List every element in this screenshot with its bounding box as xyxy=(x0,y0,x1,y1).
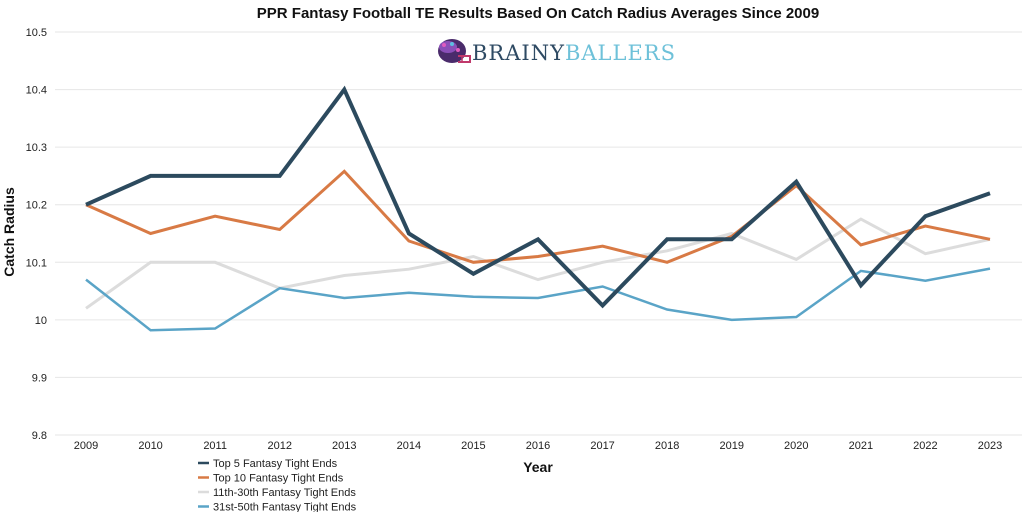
x-axis-label: Year xyxy=(523,459,553,475)
x-tick-label: 2015 xyxy=(461,440,485,452)
grid-lines xyxy=(55,31,1022,436)
y-tick-label: 10.3 xyxy=(26,142,47,154)
x-tick-label: 2022 xyxy=(913,440,937,452)
x-tick-label: 2016 xyxy=(526,440,550,452)
y-tick-label: 10.4 xyxy=(26,85,47,97)
x-tick-label: 2009 xyxy=(74,440,98,452)
y-tick-label: 10.2 xyxy=(26,200,47,212)
x-tick-label: 2017 xyxy=(590,440,614,452)
chart-title: PPR Fantasy Football TE Results Based On… xyxy=(257,5,819,22)
legend: Top 5 Fantasy Tight Ends Top 10 Fantasy T… xyxy=(198,458,357,512)
series-line-2 xyxy=(85,169,991,264)
x-tick-label: 2012 xyxy=(267,440,291,452)
svg-text:BRAINYBALLERS: BRAINYBALLERS xyxy=(472,41,676,65)
y-tick-label: 10.5 xyxy=(26,27,47,39)
football-helmet-brain-icon xyxy=(438,39,471,63)
x-tick-label: 2010 xyxy=(138,440,162,452)
y-tick-label: 9.8 xyxy=(32,430,47,442)
logo-ballers-text: BALLERS xyxy=(565,41,676,65)
x-tick-label: 2019 xyxy=(719,440,743,452)
x-tick-label: 2018 xyxy=(655,440,679,452)
logo-brainy-text: BRAINY xyxy=(472,41,565,65)
y-axis-label: Catch Radius xyxy=(1,187,17,277)
y-tick-label: 10.1 xyxy=(26,257,47,269)
x-tick-label: 2014 xyxy=(397,440,421,452)
logo: BRAINYBALLERS xyxy=(438,39,676,65)
x-tick-label: 2011 xyxy=(203,440,227,452)
y-tick-label: 10 xyxy=(35,315,47,327)
series-line-4 xyxy=(85,267,991,332)
y-axis-ticks: 9.8 9.9 10 10.1 10.2 10.3 10.4 10.5 xyxy=(26,27,47,442)
series-line-3 xyxy=(85,217,991,310)
y-tick-label: 9.9 xyxy=(32,372,47,384)
x-tick-label: 2023 xyxy=(978,440,1002,452)
x-tick-label: 2020 xyxy=(784,440,808,452)
series-line-1 xyxy=(85,85,991,309)
legend-label: 11th-30th Fantasy Tight Ends xyxy=(213,487,356,499)
legend-label: Top 5 Fantasy Tight Ends xyxy=(213,458,338,470)
x-tick-label: 2013 xyxy=(332,440,356,452)
legend-label: 31st-50th Fantasy Tight Ends xyxy=(213,502,357,512)
x-axis-ticks: 2009 2010 2011 2012 2013 2014 2015 2016 2017 2018… xyxy=(74,440,1002,452)
series-lines xyxy=(85,85,991,332)
x-tick-label: 2021 xyxy=(849,440,873,452)
legend-label: Top 10 Fantasy Tight Ends xyxy=(213,473,344,485)
